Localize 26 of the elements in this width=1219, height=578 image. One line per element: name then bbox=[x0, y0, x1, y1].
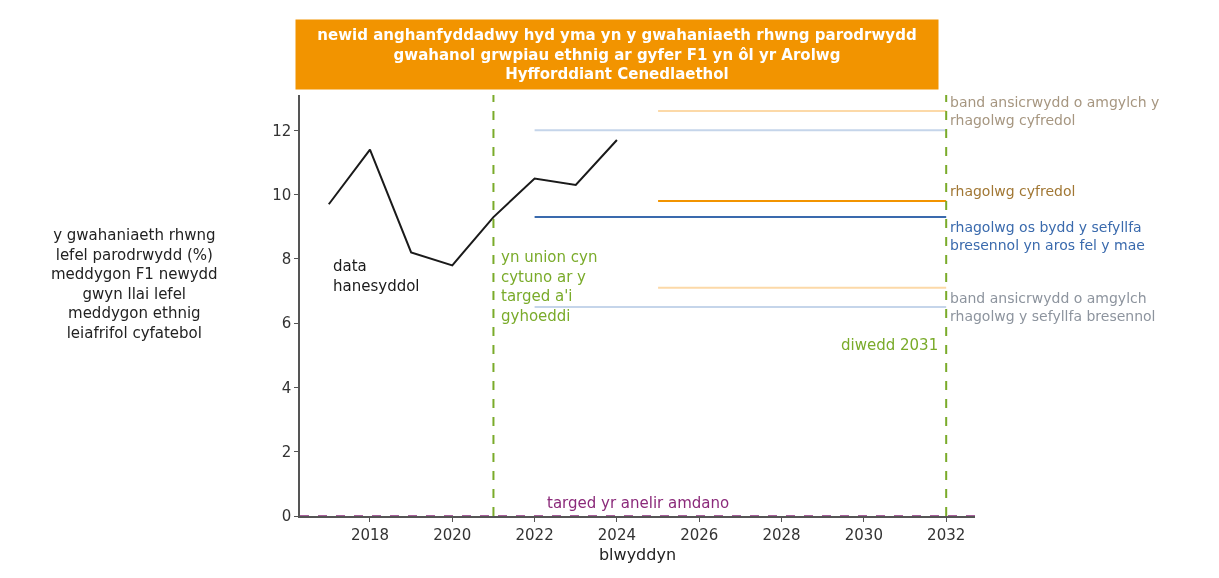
y-tick-label: 6 bbox=[281, 314, 292, 333]
series-label: rhagolwg os bydd y sefyllfa bresennol yn aros fel y mae bbox=[950, 219, 1145, 254]
series-label: band ansicrwydd o amgylch rhagolwg y sefyllfa bresennol bbox=[950, 290, 1156, 325]
chart-title: newid anghanfyddadwy hyd yma yn y gwahaniaeth rhwng parodrwydd gwahanol grwpiau ethnig ar gyfer F1 yn ôl yr Arolwg Hyfforddiant Cenedlaethol bbox=[317, 26, 917, 83]
x-tick-label: 2024 bbox=[597, 525, 637, 544]
ref-line-label: diwedd 2031 bbox=[841, 336, 939, 354]
y-tick-label: 2 bbox=[281, 442, 292, 461]
ref-line-label: targed yr anelir amdano bbox=[547, 494, 730, 512]
y-tick-label: 4 bbox=[281, 378, 292, 397]
x-tick-label: 2026 bbox=[680, 525, 719, 544]
y-axis-title: y gwahaniaeth rhwng lefel parodrwydd (%) meddygon F1 newydd gwyn llai lefel meddygon ethnig leiafrifol cyfatebol bbox=[51, 226, 218, 342]
x-tick-label: 2030 bbox=[844, 525, 883, 544]
y-tick-label: 10 bbox=[272, 185, 292, 204]
x-tick-label: 2032 bbox=[927, 525, 966, 544]
x-tick-label: 2028 bbox=[762, 525, 801, 544]
y-tick-label: 8 bbox=[281, 250, 292, 269]
x-tick-label: 2018 bbox=[350, 525, 390, 544]
series-label: band ansicrwydd o amgylch y rhagolwg cyfredol bbox=[950, 94, 1160, 129]
y-tick-label: 0 bbox=[281, 507, 292, 526]
x-tick-label: 2022 bbox=[515, 525, 554, 544]
series-label: data hanesyddol bbox=[333, 257, 420, 295]
x-tick-label: 2020 bbox=[433, 525, 472, 544]
series-label: rhagolwg cyfredol bbox=[950, 183, 1076, 199]
x-axis-title: blwyddyn bbox=[598, 544, 677, 564]
ref-line-label: yn union cyn cytuno ar y targed a'i gyhoeddi bbox=[501, 248, 598, 325]
y-tick-label: 12 bbox=[272, 121, 292, 140]
